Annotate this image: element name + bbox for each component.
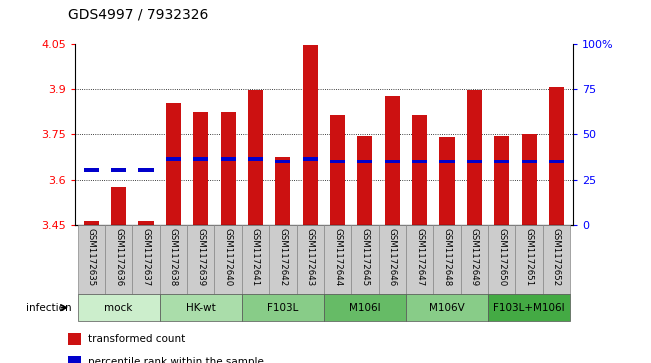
Bar [494, 136, 509, 225]
FancyBboxPatch shape [434, 225, 461, 294]
Text: GSM1172648: GSM1172648 [443, 228, 452, 286]
Text: GSM1172646: GSM1172646 [388, 228, 396, 286]
Bar [385, 160, 400, 163]
Bar [275, 157, 290, 225]
FancyBboxPatch shape [187, 225, 214, 294]
FancyBboxPatch shape [242, 225, 269, 294]
Bar [467, 90, 482, 225]
FancyBboxPatch shape [77, 294, 159, 321]
FancyBboxPatch shape [516, 225, 543, 294]
FancyBboxPatch shape [105, 225, 132, 294]
Text: percentile rank within the sample: percentile rank within the sample [88, 356, 264, 363]
Text: GSM1172641: GSM1172641 [251, 228, 260, 286]
Bar [412, 115, 427, 225]
Text: M106V: M106V [429, 303, 465, 313]
FancyBboxPatch shape [296, 225, 324, 294]
Bar [84, 221, 99, 225]
Bar [139, 221, 154, 225]
Text: F103L: F103L [267, 303, 299, 313]
FancyBboxPatch shape [406, 225, 434, 294]
Text: GSM1172650: GSM1172650 [497, 228, 506, 286]
Text: GSM1172649: GSM1172649 [470, 228, 479, 286]
Bar [221, 111, 236, 225]
Bar [84, 168, 99, 172]
FancyBboxPatch shape [324, 294, 406, 321]
Bar [439, 160, 454, 163]
Text: GSM1172647: GSM1172647 [415, 228, 424, 286]
Bar [275, 160, 290, 163]
Bar [494, 160, 509, 163]
Text: GSM1172645: GSM1172645 [361, 228, 369, 286]
Text: GSM1172643: GSM1172643 [306, 228, 314, 286]
Bar [139, 168, 154, 172]
Bar [439, 137, 454, 225]
Bar [193, 111, 208, 225]
Text: HK-wt: HK-wt [186, 303, 215, 313]
FancyBboxPatch shape [324, 225, 352, 294]
Text: GSM1172635: GSM1172635 [87, 228, 96, 286]
Bar [357, 160, 372, 163]
Text: GSM1172640: GSM1172640 [223, 228, 232, 286]
FancyBboxPatch shape [488, 225, 516, 294]
Bar [111, 168, 126, 172]
Bar [357, 136, 372, 225]
Text: GSM1172639: GSM1172639 [196, 228, 205, 286]
Bar [221, 157, 236, 161]
Bar [467, 160, 482, 163]
FancyBboxPatch shape [159, 225, 187, 294]
FancyBboxPatch shape [132, 225, 159, 294]
Text: GSM1172636: GSM1172636 [114, 228, 123, 286]
FancyBboxPatch shape [379, 225, 406, 294]
Text: M106I: M106I [349, 303, 381, 313]
FancyBboxPatch shape [461, 225, 488, 294]
Bar [193, 157, 208, 161]
Text: GSM1172652: GSM1172652 [552, 228, 561, 286]
Bar [303, 45, 318, 225]
Text: GSM1172642: GSM1172642 [279, 228, 287, 286]
Bar [549, 87, 564, 225]
Bar [549, 160, 564, 163]
Text: mock: mock [104, 303, 133, 313]
Bar [248, 90, 263, 225]
Bar [330, 160, 345, 163]
FancyBboxPatch shape [214, 225, 242, 294]
Bar [412, 160, 427, 163]
Bar [166, 102, 181, 225]
Bar [303, 157, 318, 161]
Text: GSM1172651: GSM1172651 [525, 228, 534, 286]
Bar [385, 97, 400, 225]
FancyBboxPatch shape [242, 294, 324, 321]
Text: transformed count: transformed count [88, 334, 185, 344]
Text: GSM1172637: GSM1172637 [141, 228, 150, 286]
Bar [111, 187, 126, 225]
Text: GSM1172644: GSM1172644 [333, 228, 342, 286]
Bar [68, 333, 81, 345]
Bar [248, 157, 263, 161]
Text: GSM1172638: GSM1172638 [169, 228, 178, 286]
FancyBboxPatch shape [269, 225, 296, 294]
FancyBboxPatch shape [543, 225, 570, 294]
Bar [521, 134, 536, 225]
Text: GDS4997 / 7932326: GDS4997 / 7932326 [68, 8, 209, 22]
FancyBboxPatch shape [77, 225, 105, 294]
Text: F103L+M106I: F103L+M106I [493, 303, 565, 313]
FancyBboxPatch shape [352, 225, 379, 294]
Bar [521, 160, 536, 163]
Bar [330, 115, 345, 225]
Bar [68, 355, 81, 363]
Bar [166, 157, 181, 161]
FancyBboxPatch shape [406, 294, 488, 321]
FancyBboxPatch shape [488, 294, 570, 321]
FancyBboxPatch shape [159, 294, 242, 321]
Text: infection: infection [26, 303, 72, 313]
